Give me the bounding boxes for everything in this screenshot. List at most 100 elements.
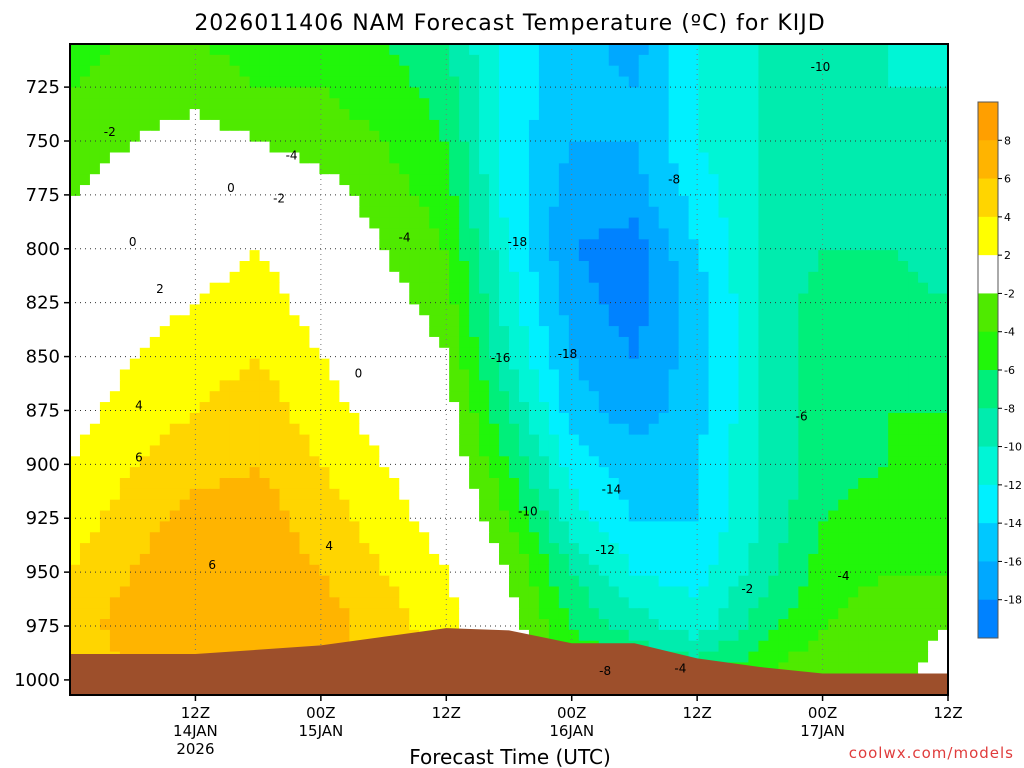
- temperature-cell: [748, 326, 760, 338]
- temperature-cell: [788, 608, 799, 620]
- temperature-cell: [618, 271, 630, 284]
- temperature-cell: [868, 347, 879, 360]
- temperature-cell: [838, 163, 849, 175]
- temperature-cell: [70, 358, 81, 371]
- temperature-cell: [658, 640, 670, 653]
- temperature-cell: [698, 608, 710, 620]
- temperature-cell: [179, 488, 191, 501]
- temperature-cell: [578, 380, 590, 392]
- temperature-cell: [848, 564, 859, 577]
- temperature-cell: [518, 369, 530, 381]
- temperature-cell: [758, 326, 770, 338]
- temperature-cell: [449, 336, 460, 349]
- temperature-cell: [459, 98, 470, 110]
- temperature-cell: [209, 564, 221, 577]
- temperature-cell: [99, 478, 111, 490]
- temperature-cell: [658, 271, 670, 284]
- temperature-cell: [219, 206, 231, 219]
- temperature-cell: [538, 521, 550, 533]
- temperature-cell: [209, 402, 221, 414]
- temperature-cell: [658, 141, 670, 154]
- temperature-cell: [648, 510, 660, 522]
- temperature-cell: [798, 282, 809, 295]
- temperature-cell: [389, 499, 400, 512]
- temperature-cell: [199, 543, 211, 555]
- temperature-cell: [369, 163, 380, 175]
- temperature-cell: [658, 402, 670, 414]
- temperature-cell: [778, 271, 789, 284]
- temperature-cell: [718, 315, 730, 327]
- temperature-cell: [509, 87, 520, 99]
- temperature-cell: [199, 119, 211, 132]
- temperature-cell: [838, 608, 849, 620]
- temperature-cell: [558, 228, 570, 240]
- temperature-cell: [299, 575, 311, 588]
- temperature-cell: [139, 76, 151, 88]
- temperature-cell: [778, 98, 789, 110]
- temperature-cell: [419, 586, 430, 598]
- temperature-cell: [319, 402, 331, 414]
- temperature-cell: [219, 521, 231, 533]
- temperature-cell: [598, 185, 610, 197]
- temperature-cell: [798, 543, 809, 555]
- temperature-cell: [129, 434, 141, 447]
- temperature-cell: [449, 250, 460, 262]
- temperature-cell: [688, 369, 700, 381]
- temperature-cell: [938, 65, 948, 78]
- temperature-cell: [858, 564, 869, 577]
- temperature-cell: [598, 597, 610, 609]
- temperature-cell: [409, 250, 420, 262]
- temperature-cell: [558, 608, 570, 620]
- temperature-cell: [329, 412, 340, 425]
- temperature-cell: [109, 532, 121, 544]
- temperature-cell: [718, 130, 730, 143]
- temperature-cell: [459, 239, 470, 251]
- temperature-cell: [129, 575, 141, 588]
- temperature-cell: [688, 44, 700, 56]
- temperature-cell: [658, 261, 670, 273]
- temperature-cell: [788, 87, 799, 99]
- temperature-cell: [678, 347, 690, 360]
- temperature-cell: [389, 304, 400, 316]
- temperature-cell: [319, 326, 331, 338]
- temperature-cell: [598, 478, 610, 490]
- temperature-cell: [159, 141, 171, 154]
- temperature-cell: [229, 163, 241, 175]
- temperature-cell: [848, 326, 859, 338]
- temperature-cell: [608, 315, 620, 327]
- temperature-cell: [89, 195, 101, 208]
- temperature-cell: [419, 76, 430, 88]
- temperature-cell: [558, 369, 570, 381]
- temperature-cell: [558, 98, 570, 110]
- temperature-cell: [658, 228, 670, 240]
- temperature-cell: [898, 564, 909, 577]
- temperature-cell: [898, 543, 909, 555]
- temperature-cell: [818, 586, 829, 598]
- temperature-cell: [369, 261, 380, 273]
- temperature-cell: [79, 217, 91, 230]
- temperature-cell: [828, 250, 839, 262]
- temperature-cell: [748, 369, 760, 381]
- temperature-cell: [469, 369, 480, 381]
- temperature-cell: [169, 456, 181, 468]
- temperature-cell: [199, 239, 211, 251]
- temperature-cell: [698, 304, 710, 316]
- temperature-cell: [618, 130, 630, 143]
- temperature-cell: [838, 619, 849, 631]
- temperature-cell: [798, 402, 809, 414]
- temperature-cell: [868, 402, 879, 414]
- temperature-cell: [449, 347, 460, 360]
- temperature-cell: [129, 304, 141, 316]
- temperature-cell: [429, 271, 440, 284]
- temperature-cell: [778, 391, 789, 403]
- temperature-cell: [818, 423, 829, 436]
- temperature-cell: [449, 217, 460, 230]
- temperature-cell: [838, 391, 849, 403]
- temperature-cell: [928, 195, 939, 208]
- temperature-cell: [858, 543, 869, 555]
- temperature-cell: [568, 206, 580, 219]
- temperature-cell: [678, 608, 690, 620]
- temperature-cell: [479, 304, 490, 316]
- temperature-cell: [688, 293, 700, 305]
- temperature-cell: [429, 543, 440, 555]
